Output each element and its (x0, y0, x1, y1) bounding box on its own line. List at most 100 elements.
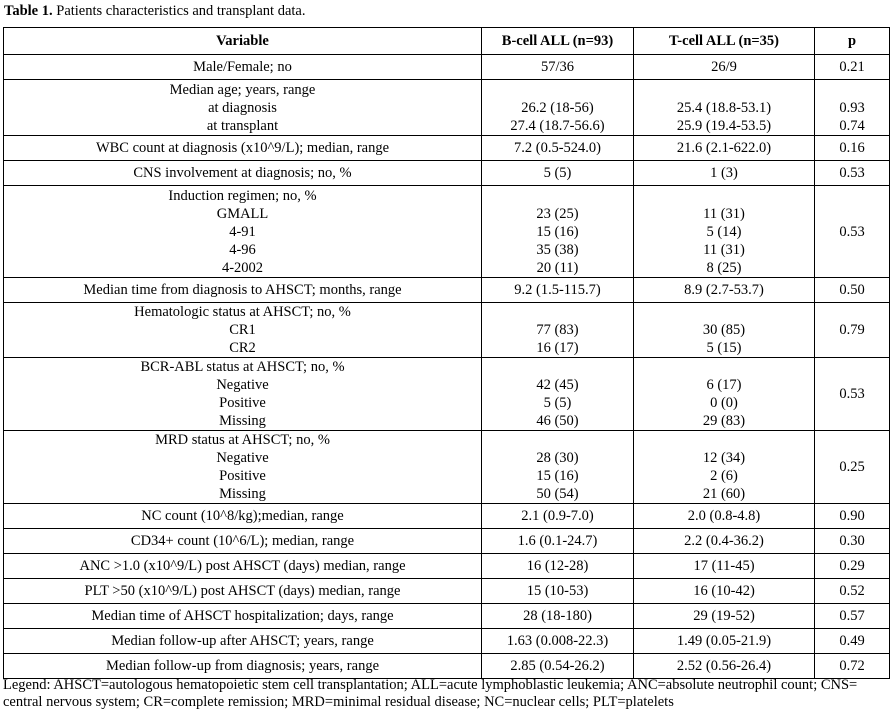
p-value-line: 0.49 (839, 633, 865, 649)
b-cell-value: 9.2 (1.5-115.7) (481, 277, 634, 303)
b-cell-value-line: 1.6 (0.1-24.7) (517, 533, 598, 549)
table-legend: Legend: AHSCT=autologous hematopoietic s… (3, 677, 858, 710)
b-cell-value: 15 (10-53) (481, 578, 634, 604)
variable-cell: PLT >50 (x10^9/L) post AHSCT (days) medi… (3, 578, 482, 604)
variable-cell-line: MRD status at AHSCT; no, % (155, 432, 330, 448)
b-cell-value-line: 2.1 (0.9-7.0) (521, 508, 594, 524)
b-cell-value-line: 16 (17) (536, 340, 579, 356)
p-value-line: 0.50 (839, 282, 865, 298)
p-value: 0.29 (814, 553, 890, 579)
variable-cell: Median age; years, range at diagnosis at t… (3, 79, 482, 136)
t-cell-value: 29 (19-52) (633, 603, 815, 629)
b-cell-value: ​28 (30) 15 (16) 50 (54) (481, 430, 634, 504)
b-cell-value: 57/36 (481, 54, 634, 80)
t-cell-value-line: ​ (636, 303, 812, 321)
t-cell-value-line: ​ (636, 81, 812, 99)
t-cell-value: 1 (3) (633, 160, 815, 186)
p-value: 0.49 (814, 628, 890, 654)
t-cell-value: 1.49 (0.05-21.9) (633, 628, 815, 654)
variable-cell: Median follow-up from diagnosis; years, … (3, 653, 482, 679)
b-cell-value-line: 57/36 (540, 59, 575, 75)
b-cell-value: 7.2 (0.5-524.0) (481, 135, 634, 161)
p-value-line: 0.90 (839, 508, 865, 524)
t-cell-value: 26/9 (633, 54, 815, 80)
b-cell-value-line: 16 (12-28) (526, 558, 589, 574)
t-cell-value-line: 5 (14) (706, 223, 742, 240)
p-value-line: 0.25 (839, 459, 865, 475)
header-row: Variable B-cell ALL (n=93) T-cell ALL (n… (3, 27, 890, 55)
b-cell-value-line: ​ (484, 81, 631, 99)
variable-cell-line: WBC count at diagnosis (x10^9/L); median… (95, 140, 390, 156)
variable-cell-line: NC count (10^8/kg);median, range (141, 508, 344, 524)
b-cell-value: 1.63 (0.008-22.3) (481, 628, 634, 654)
variable-cell-line: ANC >1.0 (x10^9/L) post AHSCT (days) med… (79, 558, 406, 574)
b-cell-value-line: 42 (45) (536, 377, 579, 393)
b-cell-value: 2.85 (0.54-26.2) (481, 653, 634, 679)
variable-cell-line: Median time of AHSCT hospitalization; da… (91, 608, 394, 624)
t-cell-value-line: 17 (11-45) (693, 558, 755, 574)
b-cell-value-line: 28 (30) (536, 450, 579, 466)
variable-cell-line: Negative (216, 450, 269, 466)
b-cell-value-line: 1.63 (0.008-22.3) (506, 633, 609, 649)
variable-cell: Male/Female; no (3, 54, 482, 80)
t-cell-value-line: 21.6 (2.1-622.0) (676, 140, 772, 156)
b-cell-value-line: ​ (484, 431, 631, 449)
variable-cell-line: Median follow-up after AHSCT; years, ran… (111, 633, 374, 649)
variable-cell-line: GMALL (216, 205, 269, 222)
variable-cell-line: Median follow-up from diagnosis; years, … (105, 658, 379, 674)
variable-cell-line: Missing (219, 486, 266, 502)
t-cell-value-line: 8.9 (2.7-53.7) (684, 282, 764, 298)
b-cell-value-line: 23 (25) (536, 205, 579, 222)
p-value: 0.53 (814, 160, 890, 186)
variable-cell-line: 4-91 (229, 223, 256, 240)
variable-cell-line: CNS involvement at diagnosis; no, % (133, 165, 352, 181)
t-cell-value: 8.9 (2.7-53.7) (633, 277, 815, 303)
variable-cell-line: Median time from diagnosis to AHSCT; mon… (83, 282, 402, 298)
b-cell-value-line: 9.2 (1.5-115.7) (514, 282, 601, 298)
t-cell-value-line: 1 (3) (710, 165, 738, 181)
table-row: CNS involvement at diagnosis; no, % 5 (5)… (3, 160, 890, 186)
p-value-line: ​ (817, 81, 887, 99)
t-cell-value-line: 21 (60) (702, 486, 746, 502)
variable-cell-line: Induction regimen; no, % (168, 187, 317, 204)
t-cell-value-line: 1.49 (0.05-21.9) (676, 633, 772, 649)
table-row: Median age; years, range at diagnosis at t… (3, 79, 890, 136)
p-value-line: 0.93 (839, 99, 865, 116)
p-value-line: 0.53 (839, 386, 865, 402)
table-row: Male/Female; no 57/36 26/9 0.21 (3, 54, 890, 80)
table-row: Hematologic status at AHSCT; no, % CR1 CR2… (3, 302, 890, 358)
t-cell-value: 17 (11-45) (633, 553, 815, 579)
table-row: ANC >1.0 (x10^9/L) post AHSCT (days) med… (3, 553, 890, 579)
b-cell-value-line: ​ (484, 187, 631, 205)
b-cell-value: ​26.2 (18-56)27.4 (18.7-56.6) (481, 79, 634, 136)
variable-cell-line: Negative (216, 377, 269, 393)
p-value-line: 0.72 (839, 658, 865, 674)
table-row: Induction regimen; no, % GMALL 4-91 4-96 4-2… (3, 185, 890, 278)
t-cell-value-line: ​ (636, 431, 812, 449)
t-cell-value-line: ​ (636, 358, 812, 376)
t-cell-value-line: ​ (636, 187, 812, 205)
variable-cell-line: Missing (219, 413, 266, 429)
variable-cell-line: at diagnosis (208, 99, 277, 116)
p-value: 0.79 (814, 302, 890, 358)
t-cell-value: 2.2 (0.4-36.2) (633, 528, 815, 554)
t-cell-value: ​6 (17) 0 (0) 29 (83) (633, 357, 815, 431)
caption-label: Table 1. (4, 3, 53, 19)
variable-cell: CD34+ count (10^6/L); median, range (3, 528, 482, 554)
b-cell-value: ​23 (25)15 (16)35 (38)20 (11) (481, 185, 634, 278)
b-cell-value: ​77 (83) 16 (17) (481, 302, 634, 358)
t-cell-value: 21.6 (2.1-622.0) (633, 135, 815, 161)
table-row: WBC count at diagnosis (x10^9/L); median… (3, 135, 890, 161)
variable-cell-line: CD34+ count (10^6/L); median, range (130, 533, 355, 549)
t-cell-value-line: 5 (15) (706, 340, 742, 356)
table-row: Median follow-up after AHSCT; years, ran… (3, 628, 890, 654)
b-cell-value: ​42 (45) 5 (5) 46 (50) (481, 357, 634, 431)
variable-cell: WBC count at diagnosis (x10^9/L); median… (3, 135, 482, 161)
variable-cell-line: CR2 (229, 340, 256, 356)
variable-cell-line: Male/Female; no (193, 59, 292, 75)
b-cell-value-line: 35 (38) (536, 241, 579, 258)
b-cell-value-line: 50 (54) (536, 486, 579, 502)
b-cell-value-line: 20 (11) (536, 259, 579, 276)
t-cell-value-line: 12 (34) (702, 450, 746, 466)
p-value-line: 0.74 (839, 117, 865, 134)
